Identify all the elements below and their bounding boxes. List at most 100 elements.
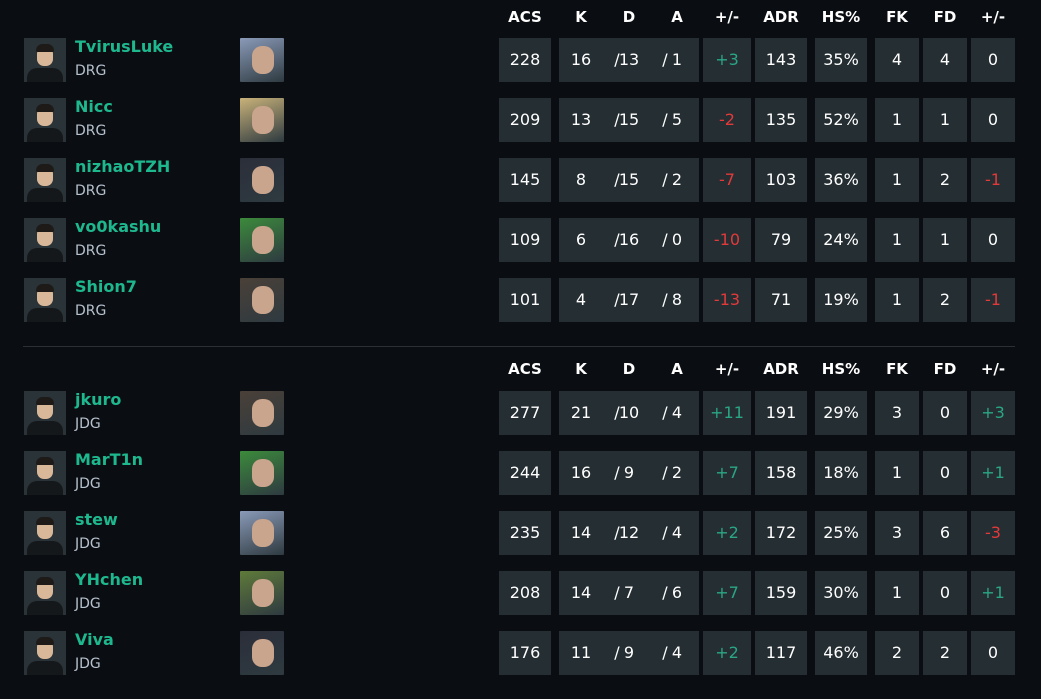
player-name-link[interactable]: nizhaoTZH [75, 157, 171, 176]
agent-face [252, 399, 274, 427]
kda-separator: / [662, 403, 668, 422]
stat-adr: 79 [755, 218, 807, 262]
header-acs[interactable]: ACS [508, 360, 542, 378]
kda-separator: / [614, 403, 620, 422]
stat-d: 9 [623, 643, 635, 662]
avatar-hair [36, 457, 54, 465]
player-name-link[interactable]: vo0kashu [75, 217, 162, 236]
stat-fpm: 0 [971, 218, 1015, 262]
header-fpm[interactable]: +/- [980, 8, 1006, 26]
header-adr[interactable]: ADR [763, 8, 799, 26]
stat-d: 15 [618, 110, 640, 129]
player-avatar[interactable] [24, 38, 66, 82]
stat-fd: 1 [923, 218, 967, 262]
player-name-link[interactable]: stew [75, 510, 118, 529]
stat-fpm: +1 [971, 451, 1015, 495]
player-row: Viva JDG 176 11/9/4 +2 117 46% 2 2 0 [0, 630, 1041, 675]
header-fk[interactable]: FK [886, 360, 908, 378]
header-a[interactable]: A [671, 8, 683, 26]
header-adr[interactable]: ADR [763, 360, 799, 378]
stat-d: 16 [618, 230, 640, 249]
stat-pm: -2 [703, 98, 751, 142]
agent-icon[interactable] [240, 391, 284, 435]
stat-adr: 117 [755, 631, 807, 675]
player-avatar[interactable] [24, 218, 66, 262]
header-fd[interactable]: FD [933, 8, 957, 26]
agent-icon[interactable] [240, 451, 284, 495]
kda-separator: / [662, 50, 668, 69]
stat-kda: 13/15/5 [559, 98, 699, 142]
avatar-hair [36, 44, 54, 52]
header-k[interactable]: K [575, 360, 587, 378]
stats-header: ACS K D A +/- ADR HS% FK FD +/- [0, 8, 1041, 28]
stat-d: 15 [618, 170, 640, 189]
kda-separator: / [662, 643, 668, 662]
header-acs[interactable]: ACS [508, 8, 542, 26]
header-pm[interactable]: +/- [714, 8, 740, 26]
agent-icon[interactable] [240, 278, 284, 322]
avatar-body [27, 68, 63, 82]
avatar-body [27, 308, 63, 322]
player-avatar[interactable] [24, 98, 66, 142]
player-avatar[interactable] [24, 391, 66, 435]
agent-face [252, 106, 274, 134]
stat-a: 4 [671, 643, 683, 662]
stat-acs: 209 [499, 98, 551, 142]
player-avatar[interactable] [24, 278, 66, 322]
player-avatar[interactable] [24, 631, 66, 675]
player-name-link[interactable]: jkuro [75, 390, 122, 409]
stat-k: 16 [570, 50, 592, 69]
player-row: TvirusLuke DRG 228 16/13/1 +3 143 35% 4 4 0 [0, 37, 1041, 82]
agent-icon[interactable] [240, 571, 284, 615]
player-name-link[interactable]: MarT1n [75, 450, 144, 469]
header-a[interactable]: A [671, 360, 683, 378]
kda-separator: / [614, 230, 620, 249]
header-d[interactable]: D [622, 360, 636, 378]
agent-icon[interactable] [240, 218, 284, 262]
agent-icon[interactable] [240, 511, 284, 555]
agent-icon[interactable] [240, 158, 284, 202]
player-name-link[interactable]: Nicc [75, 97, 113, 116]
player-avatar[interactable] [24, 511, 66, 555]
header-k[interactable]: K [575, 8, 587, 26]
stat-adr: 158 [755, 451, 807, 495]
avatar-body [27, 248, 63, 262]
agent-face [252, 639, 274, 667]
agent-icon[interactable] [240, 38, 284, 82]
stat-kda: 6/16/0 [559, 218, 699, 262]
player-avatar[interactable] [24, 451, 66, 495]
header-fpm[interactable]: +/- [980, 360, 1006, 378]
stat-acs: 145 [499, 158, 551, 202]
player-name-link[interactable]: Viva [75, 630, 114, 649]
stat-fpm: +1 [971, 571, 1015, 615]
stat-pm: +7 [703, 451, 751, 495]
player-team: DRG [75, 63, 107, 79]
header-hs[interactable]: HS% [821, 8, 861, 26]
stat-fpm: -1 [971, 278, 1015, 322]
kda-separator: / [662, 170, 668, 189]
avatar-body [27, 188, 63, 202]
stat-d: 9 [623, 463, 635, 482]
header-pm[interactable]: +/- [714, 360, 740, 378]
stat-k: 21 [570, 403, 592, 422]
player-name-link[interactable]: YHchen [75, 570, 144, 589]
player-row: MarT1n JDG 244 16/9/2 +7 158 18% 1 0 +1 [0, 450, 1041, 495]
player-name-link[interactable]: Shion7 [75, 277, 137, 296]
agent-icon[interactable] [240, 98, 284, 142]
header-d[interactable]: D [622, 8, 636, 26]
player-avatar[interactable] [24, 571, 66, 615]
kda-separator: / [614, 170, 620, 189]
stat-pm: +11 [703, 391, 751, 435]
agent-icon[interactable] [240, 631, 284, 675]
stat-hs: 35% [815, 38, 867, 82]
player-name-link[interactable]: TvirusLuke [75, 37, 174, 56]
player-avatar[interactable] [24, 158, 66, 202]
stat-a: 0 [671, 230, 683, 249]
stat-kda: 14/12/4 [559, 511, 699, 555]
header-fk[interactable]: FK [886, 8, 908, 26]
header-hs[interactable]: HS% [821, 360, 861, 378]
header-fd[interactable]: FD [933, 360, 957, 378]
stat-d: 7 [623, 583, 635, 602]
stat-hs: 25% [815, 511, 867, 555]
player-team: DRG [75, 183, 107, 199]
